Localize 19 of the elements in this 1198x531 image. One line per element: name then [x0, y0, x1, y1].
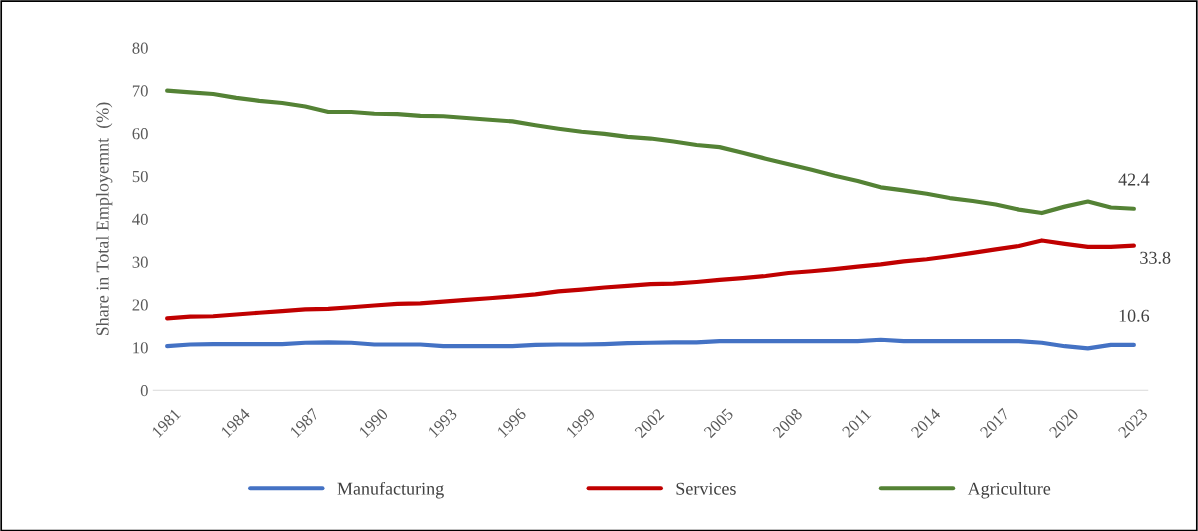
y-tick-label: 40	[132, 213, 148, 225]
y-tick-label: 80	[132, 42, 148, 54]
legend-label: Manufacturing	[337, 481, 444, 499]
y-axis-title: Share in Total Employemnt (%)	[95, 102, 113, 336]
annotation: 33.8	[1140, 251, 1171, 264]
y-tick-label: 0	[140, 384, 148, 397]
x-tick-label: 2011	[841, 408, 872, 438]
y-tick-label: 50	[132, 170, 148, 183]
line-series	[165, 337, 1136, 351]
y-tick-label: 30	[132, 256, 148, 268]
legend-label: Services	[676, 482, 736, 495]
y-tick-label: 70	[132, 85, 148, 97]
y-tick-label: 10	[133, 342, 148, 354]
annotation: 42.4	[1118, 173, 1150, 186]
annotation: 10.6	[1119, 309, 1150, 322]
y-tick-label: 60	[132, 128, 148, 140]
x-tick-label: 1981	[151, 408, 182, 438]
y-tick-label: 20	[132, 299, 148, 311]
legend-label: Agriculture	[967, 482, 1051, 499]
